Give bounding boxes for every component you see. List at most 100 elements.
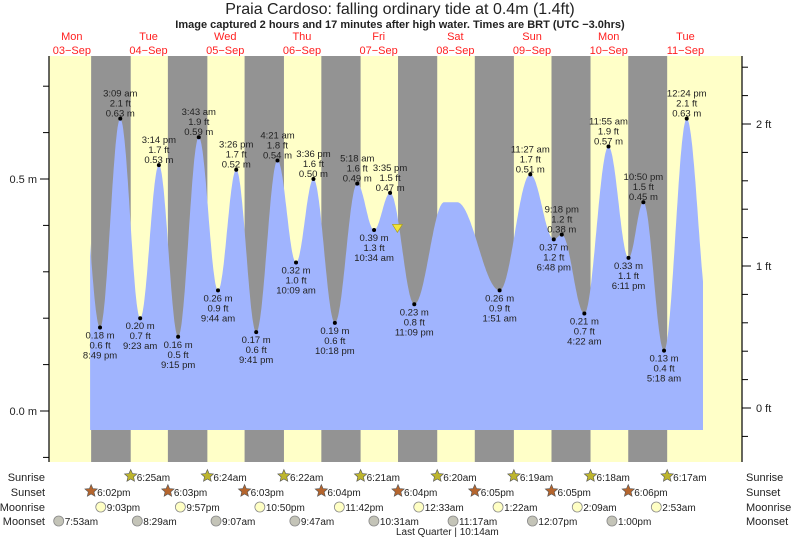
extreme-dot [311,177,316,181]
extreme-ft: 1.6 ft [347,164,368,175]
right-tick-label: 1 ft [756,261,771,273]
sunset-label-right: Sunset [746,487,780,499]
extreme-time: 9:23 am [123,341,157,352]
extreme-dot [684,116,689,121]
extreme-ft: 0.9 ft [489,303,510,314]
extreme-ft: 0.4 ft [653,364,674,375]
moonset-time: 7:53am [65,517,98,528]
sunset-label-left: Sunset [11,487,45,499]
extreme-time: 12:24 pm [667,89,707,100]
extreme-time: 9:41 pm [239,355,273,366]
extreme-dot [606,144,611,149]
extreme-m: 0.26 m [485,293,514,304]
moonrise-event: 1:22am [492,501,537,514]
sunrise-icon [583,468,598,482]
moonset-label-left: Moonset [3,516,45,528]
astronomy-rows: Sunrise Sunrise 6:25am 6:24am 6:22am 6:21am 6:… [0,468,791,528]
day-date: 08−Sep [436,45,474,57]
sunrise-event: 6:19am [506,468,553,484]
sunset-event: 6:04pm [314,483,361,499]
right-axis-ticks: 2 ft 1 ft 0 ft [742,66,771,437]
extreme-ft: 0.5 ft [168,350,189,361]
tide-low-point: 0.16 m0.5 ft9:15 pm [161,334,195,371]
moonrise-event: 11:42pm [333,501,384,514]
sunset-icon [314,483,329,497]
moonset-event: 9:47am [289,515,334,528]
moonset-icon [289,515,301,527]
moonrise-icon [254,501,266,513]
extreme-time: 9:18 pm [545,205,579,216]
extreme-m: 0.23 m [400,307,429,318]
tide-high-point: 11:27 am1.7 ft0.51 m [511,144,550,177]
tide-low-point: 0.26 m0.9 ft9:44 am [201,288,235,324]
extreme-dot [234,167,239,172]
day-date: 03−Sep [53,45,91,57]
moonset-icon [131,515,143,527]
sunrise-time: 6:17am [673,473,706,484]
day-name: Sun [522,31,542,43]
tide-low-point: 0.37 m1.2 ft6:48 pm [537,237,571,273]
sunset-event: 6:03pm [237,483,284,499]
extreme-dot [355,181,360,186]
extreme-time: 9:44 am [201,313,235,324]
sunset-time: 6:04pm [404,488,437,499]
extreme-time: 3:14 pm [142,135,176,146]
extreme-m: 0.17 m [242,335,271,346]
extreme-ft: 0.8 ft [404,317,425,328]
extreme-ft: 1.7 ft [520,154,541,165]
moonset-time: 10:31am [380,517,419,528]
extreme-ft: 1.1 ft [618,271,639,282]
day-name: Tue [676,31,695,43]
sunset-time: 6:02pm [97,488,130,499]
moonset-icon [368,515,380,527]
sunrise-time: 6:18am [597,473,630,484]
extreme-m: 0.32 m [282,266,311,277]
extreme-time: 11:27 am [511,144,550,155]
sunset-icon [621,483,636,497]
tide-low-point: 0.21 m0.7 ft4:22 am [567,311,602,348]
sunrise-time: 6:24am [213,473,246,484]
tide-low-point: 0.20 m0.7 ft9:23 am [123,316,157,352]
moonset-event: 8:29am [131,515,177,528]
extreme-time: 3:35 pm [373,163,407,174]
sunrise-time: 6:25am [137,473,170,484]
sunset-time: 6:05pm [481,488,514,499]
right-tick-label: 2 ft [756,119,771,131]
moonrise-icon [174,501,186,513]
day-name: Fri [372,31,385,43]
moonset-event: 7:53am [53,515,98,528]
right-tick-label: 0 ft [756,403,771,415]
extreme-ft: 1.7 ft [226,150,247,161]
day-date: 04−Sep [129,45,167,57]
moonrise-icon [333,501,345,513]
sunset-time: 6:04pm [327,488,360,499]
extreme-ft: 0.6 ft [324,336,345,347]
day-date: 07−Sep [360,45,398,57]
extreme-ft: 0.6 ft [246,345,267,356]
tide-high-point: 4:21 am1.8 ft0.54 m [260,130,295,163]
moonrise-label-left: Moonrise [0,502,45,514]
tide-high-point: 12:24 pm2.1 ft0.63 m [667,89,707,121]
extreme-dot [294,260,299,265]
sunrise-label-right: Sunrise [746,472,783,484]
tide-high-point: 5:18 am1.6 ft0.49 m [340,154,374,186]
extreme-ft: 1.7 ft [148,145,169,156]
extreme-time: 11:55 am [589,117,628,128]
extreme-dot [118,116,123,121]
moonrise-time: 9:03pm [107,503,140,514]
row-moonset: Moonset Moonset 7:53am 8:29am 9:07am 9:47am 10… [3,515,788,528]
sunrise-icon [353,468,368,482]
extreme-time: 10:09 am [276,286,316,297]
sunset-event: 6:03pm [160,483,207,499]
sunset-event: 6:05pm [544,483,591,499]
moonset-time: 9:47am [301,517,334,528]
moonrise-time: 1:22am [504,503,537,514]
moonrise-icon [95,501,107,513]
moonrise-icon [571,501,583,513]
extreme-time: 3:09 am [103,89,137,100]
extreme-m: 0.20 m [126,321,155,332]
extreme-time: 3:26 pm [219,140,253,151]
extreme-ft: 1.0 ft [285,276,306,287]
moonrise-icon [492,501,504,513]
